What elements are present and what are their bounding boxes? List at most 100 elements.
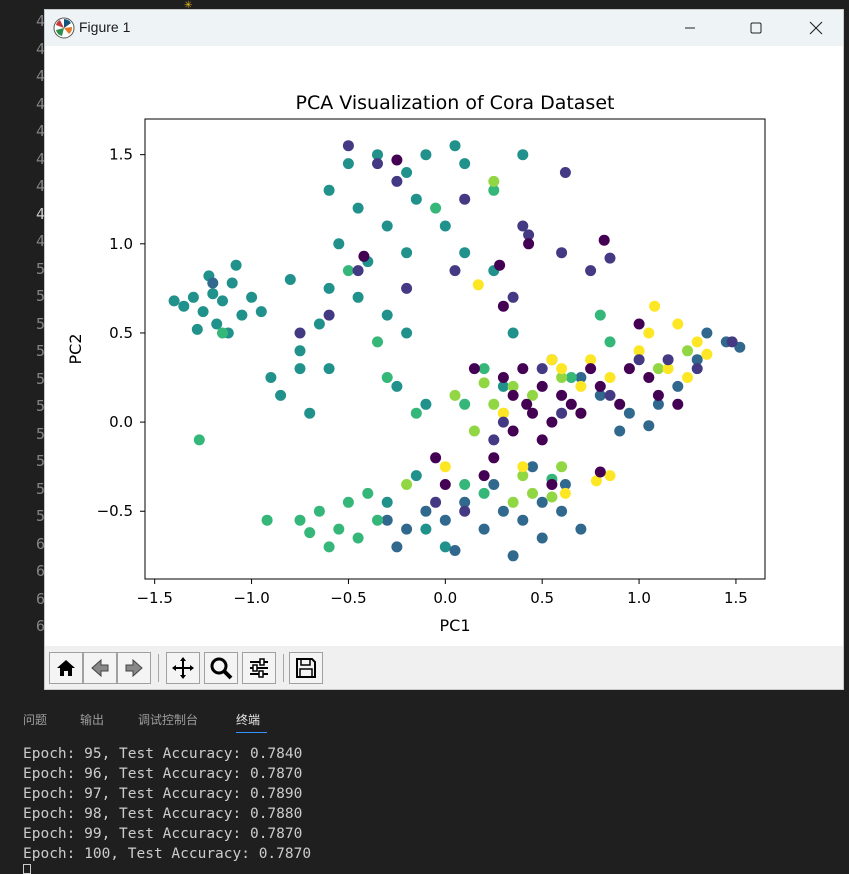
data-point bbox=[594, 309, 606, 321]
data-point bbox=[585, 265, 597, 277]
terminal-line: Epoch: 100, Test Accuracy: 0.7870 bbox=[23, 846, 312, 862]
data-point bbox=[304, 527, 316, 539]
data-point bbox=[527, 487, 538, 499]
y-tick-label: 1.0 bbox=[109, 235, 133, 253]
data-point bbox=[604, 470, 616, 482]
tab-output[interactable]: 输出 bbox=[80, 713, 105, 727]
data-point bbox=[523, 229, 535, 241]
data-point bbox=[604, 372, 616, 383]
data-point bbox=[559, 167, 571, 178]
data-point bbox=[546, 491, 558, 503]
data-point bbox=[623, 363, 635, 375]
line-number: 6 bbox=[36, 589, 46, 608]
data-point bbox=[536, 532, 548, 544]
data-point bbox=[672, 398, 684, 410]
line-number: 6 bbox=[36, 562, 46, 580]
data-point bbox=[614, 398, 626, 410]
data-point bbox=[478, 363, 490, 375]
data-point bbox=[187, 291, 199, 303]
data-point bbox=[410, 470, 422, 482]
line-number: 6 bbox=[36, 534, 46, 553]
x-tick-label: 1.5 bbox=[724, 589, 748, 607]
forward-button[interactable] bbox=[117, 652, 151, 684]
data-point bbox=[193, 434, 205, 446]
data-point bbox=[507, 496, 519, 508]
data-point bbox=[449, 389, 461, 401]
data-point bbox=[507, 291, 519, 303]
data-point bbox=[536, 363, 548, 375]
data-point bbox=[401, 282, 413, 294]
data-point bbox=[488, 184, 500, 196]
data-point bbox=[497, 372, 509, 383]
plot-canvas[interactable]: PCA Visualization of Cora Dataset −1.5 −1… bbox=[45, 46, 843, 646]
data-point bbox=[507, 327, 519, 339]
data-point bbox=[459, 158, 471, 170]
data-point bbox=[507, 425, 519, 437]
maximize-icon bbox=[750, 22, 762, 34]
configure-subplots-button[interactable] bbox=[242, 652, 276, 684]
data-point bbox=[459, 193, 471, 205]
x-axis-label: PC1 bbox=[440, 616, 471, 635]
y-tick-label: 0.0 bbox=[109, 413, 133, 431]
data-point bbox=[488, 434, 500, 446]
data-point bbox=[556, 407, 568, 419]
data-point bbox=[294, 345, 306, 357]
data-point bbox=[304, 407, 316, 419]
maximize-button[interactable] bbox=[733, 10, 779, 46]
line-number: 4 bbox=[36, 12, 46, 30]
lightbulb-icon[interactable]: ✳ bbox=[184, 0, 193, 11]
data-point bbox=[401, 523, 413, 535]
plot-frame bbox=[144, 118, 766, 580]
zoom-button[interactable] bbox=[204, 652, 238, 684]
data-point bbox=[536, 434, 548, 446]
data-point bbox=[410, 407, 422, 419]
data-point bbox=[517, 514, 529, 526]
tab-problems[interactable]: 问题 bbox=[23, 713, 48, 727]
data-point bbox=[420, 398, 432, 410]
data-point bbox=[701, 348, 713, 360]
data-point bbox=[559, 487, 571, 499]
data-point bbox=[472, 279, 484, 291]
pan-button[interactable] bbox=[166, 652, 200, 684]
data-point bbox=[313, 318, 325, 330]
data-point bbox=[556, 247, 568, 259]
line-number: 4 bbox=[36, 39, 46, 58]
data-point bbox=[701, 327, 713, 339]
data-point bbox=[497, 380, 509, 392]
data-point bbox=[478, 487, 490, 499]
data-point bbox=[517, 470, 529, 482]
y-axis-label: PC2 bbox=[66, 334, 85, 365]
data-point bbox=[652, 389, 664, 401]
x-tick-label: 0.0 bbox=[433, 589, 457, 607]
data-point bbox=[643, 327, 655, 339]
tab-debug-console[interactable]: 调试控制台 bbox=[138, 713, 199, 727]
data-point bbox=[556, 389, 568, 401]
data-point bbox=[594, 466, 606, 478]
data-point bbox=[497, 505, 509, 517]
window-titlebar[interactable]: Figure 1 bbox=[45, 10, 843, 46]
data-point bbox=[342, 496, 354, 508]
data-point bbox=[230, 259, 242, 271]
data-point bbox=[527, 407, 538, 419]
terminal-output[interactable]: Epoch: 95, Test Accuracy: 0.7840 Epoch: 9… bbox=[23, 744, 843, 864]
data-point bbox=[575, 523, 587, 535]
data-point bbox=[556, 461, 568, 473]
home-button[interactable] bbox=[49, 652, 83, 684]
data-point bbox=[517, 363, 529, 375]
tab-terminal[interactable]: 终端 bbox=[236, 713, 261, 727]
data-point bbox=[294, 363, 306, 375]
minimize-icon bbox=[685, 27, 695, 29]
close-button[interactable] bbox=[793, 10, 839, 46]
data-point bbox=[401, 247, 413, 259]
matplotlib-logo-icon bbox=[53, 17, 75, 39]
back-button[interactable] bbox=[83, 652, 117, 684]
data-point bbox=[381, 309, 393, 321]
save-button[interactable] bbox=[289, 652, 323, 684]
data-point bbox=[565, 398, 577, 410]
y-tick-label: −0.5 bbox=[97, 502, 133, 520]
panel-tabs: 问题 输出 调试控制台 终端 bbox=[0, 700, 849, 736]
data-point bbox=[439, 220, 451, 232]
data-point bbox=[507, 550, 519, 562]
scatter-chart[interactable]: PCA Visualization of Cora Dataset −1.5 −1… bbox=[45, 46, 843, 646]
minimize-button[interactable] bbox=[667, 10, 713, 46]
